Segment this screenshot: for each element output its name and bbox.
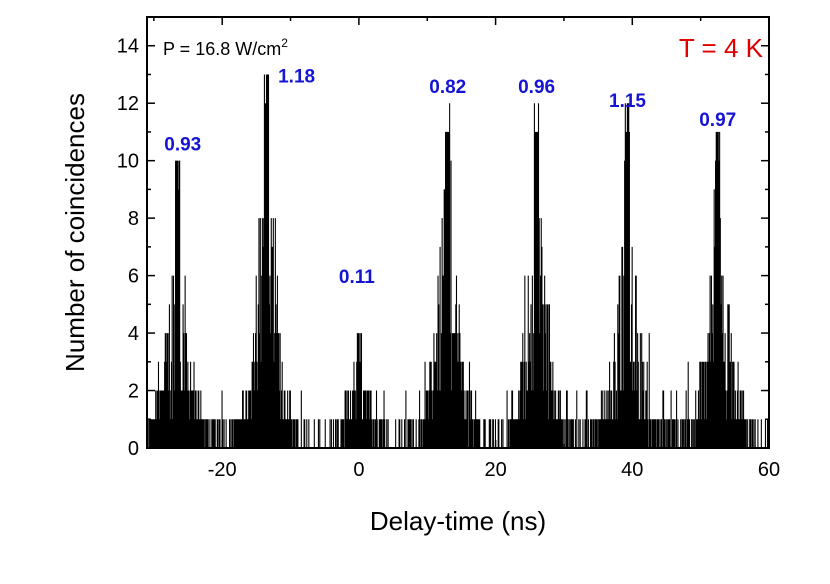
power-density-label: P = 16.8 W/cm2 (163, 36, 288, 59)
peak-label: 0.82 (429, 77, 466, 98)
y-tick-label: 8 (128, 208, 139, 230)
x-tick-label: 60 (758, 459, 780, 481)
y-tick-label: 12 (117, 93, 139, 115)
y-axis-title: Number of coincidences (60, 93, 90, 372)
peak-label: 1.15 (609, 91, 646, 112)
y-tick-label: 14 (117, 36, 139, 58)
peak-label: 1.18 (278, 66, 315, 87)
y-tick-label: 2 (128, 381, 139, 403)
peak-label: 0.97 (699, 110, 736, 131)
x-tick-label: 0 (353, 459, 364, 481)
plot-frame (146, 16, 770, 449)
y-tick-label: 6 (128, 266, 139, 288)
axis-ticks: -20 0 20 40 60 0 2 4 6 8 10 12 14 (117, 17, 780, 481)
histogram-bars (147, 74, 769, 448)
x-axis-title: Delay-time (ns) (370, 506, 546, 536)
temperature-label: T = 4 K (679, 33, 764, 63)
peak-labels: 0.93 1.18 0.11 0.82 0.96 1.15 0.97 (164, 66, 736, 288)
x-tick-label: 40 (621, 459, 643, 481)
peak-label: 0.93 (164, 135, 201, 156)
power-density-exponent: 2 (281, 36, 288, 50)
histogram-bars-path (147, 74, 769, 448)
x-tick-label: 20 (484, 459, 506, 481)
y-tick-label: 4 (128, 323, 139, 345)
peak-label: 0.96 (518, 77, 555, 98)
peak-label: 0.11 (339, 267, 375, 288)
y-tick-label: 10 (117, 151, 139, 173)
power-density-value: P = 16.8 W/cm (163, 39, 281, 59)
y-tick-label: 0 (128, 438, 139, 460)
x-tick-label: -20 (208, 459, 237, 481)
